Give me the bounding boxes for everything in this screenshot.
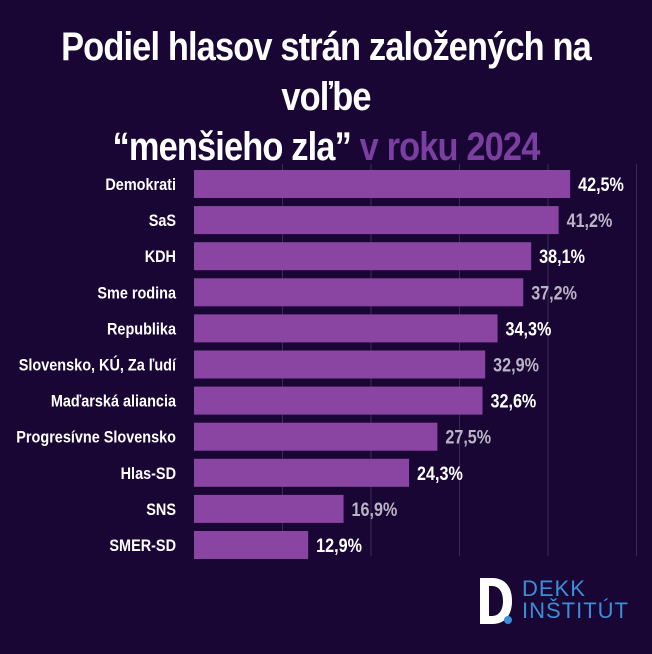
bar [194,494,344,523]
chart-title: Podiel hlasov strán založených na voľbe … [46,22,607,172]
value-label: 34,3% [506,318,552,340]
bar [194,242,532,271]
value-label: 32,6% [491,390,537,412]
value-label: 32,9% [493,354,539,376]
category-label: Republika [107,320,176,338]
value-label: 16,9% [352,499,398,521]
logo-line-2: INŠTITÚT [522,598,629,623]
value-label: 38,1% [539,246,585,268]
category-label: Demokrati [105,176,176,194]
category-label: KDH [145,248,176,266]
title-quote: “menšieho zla” [112,125,352,169]
category-label: SNS [146,501,176,519]
category-label: SaS [149,212,176,230]
dekk-logo-text: DEKK INŠTITÚT [522,578,629,622]
value-label: 41,2% [567,210,613,232]
value-label: 12,9% [316,535,362,557]
category-label: Sme rodina [97,284,176,302]
title-accent: v roku 2024 [359,125,541,169]
bar [194,458,410,487]
logo-line-1: DEKK [522,576,586,601]
bar [194,206,559,235]
title-line-2: “menšieho zla” v roku 2024 [46,122,607,172]
dekk-logo-mark-icon [480,578,512,624]
value-label: 27,5% [445,426,491,448]
category-label: Progresívne Slovensko [16,429,176,447]
value-label: 37,2% [531,282,577,304]
category-label: Slovensko, KÚ, Za ľudí [19,354,177,374]
bar [194,386,483,415]
dekk-logo: DEKK INŠTITÚT [478,574,628,630]
bar [194,278,524,307]
category-label: Maďarská aliancia [51,393,176,411]
bar [194,531,309,559]
bar [194,170,571,198]
value-label: 42,5% [578,174,624,196]
bar [194,314,498,343]
category-label: Hlas-SD [121,465,176,483]
category-label: SMER-SD [109,537,176,555]
bar [194,422,438,451]
bar [194,350,486,379]
value-label: 24,3% [417,463,463,485]
title-line-1: Podiel hlasov strán založených na voľbe [61,25,592,119]
